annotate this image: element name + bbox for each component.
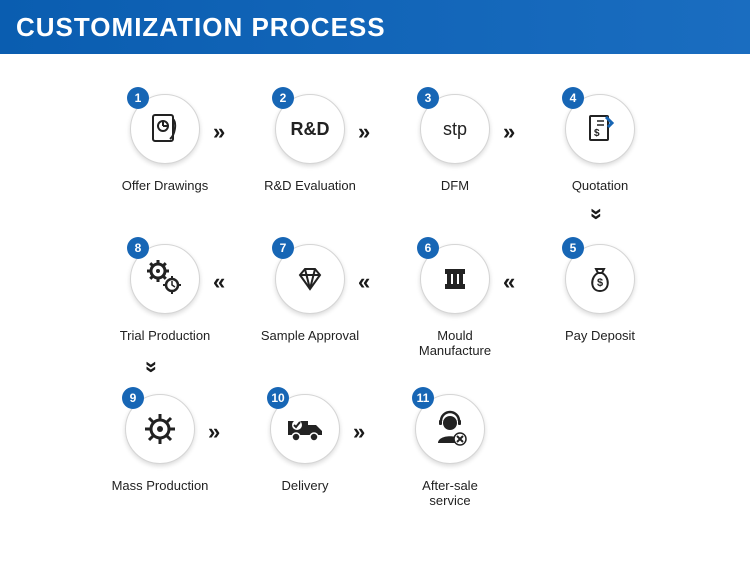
header-bar: CUSTOMIZATION PROCESS [0,0,750,54]
step-circle: 8 [130,244,200,314]
mould-icon [437,261,473,297]
step-circle: 5 $ [565,244,635,314]
step-trial-production: 8 Trial Production [115,244,215,343]
svg-text:$: $ [597,277,603,289]
step-badge: 11 [412,387,434,409]
step-label: After-sale service [400,478,500,508]
step-badge: 2 [272,87,294,109]
step-badge: 5 [562,237,584,259]
step-label: Trial Production [115,328,215,343]
step-badge: 10 [267,387,289,409]
stp-icon: stp [443,119,467,140]
step-mould-manufacture: 6 Mould Manufacture [405,244,505,358]
page-title: CUSTOMIZATION PROCESS [16,12,386,43]
step-circle: 3 stp [420,94,490,164]
arrow-right-icon: » [353,419,361,445]
step-pay-deposit: 5 $ Pay Deposit [550,244,650,343]
step-label: Sample Approval [260,328,360,343]
arrow-left-icon: « [503,269,511,295]
step-sample-approval: 7 Sample Approval [260,244,360,343]
step-offer-drawings: 1 Offer Drawings [115,94,215,193]
step-delivery: 10 Delivery [255,394,355,493]
step-circle: 2 R&D [275,94,345,164]
arrow-right-icon: » [213,119,221,145]
step-label: Mass Production [110,478,210,493]
step-badge: 3 [417,87,439,109]
truck-icon [284,411,326,447]
diamond-icon [292,261,328,297]
step-label: Pay Deposit [550,328,650,343]
arrow-right-icon: » [358,119,366,145]
step-badge: 7 [272,237,294,259]
step-after-sale: 11 After-sale service [400,394,500,508]
step-dfm: 3 stp DFM [405,94,505,193]
moneybag-icon: $ [582,261,618,297]
step-circle: 11 [415,394,485,464]
step-circle: 6 [420,244,490,314]
arrow-right-icon: » [208,419,216,445]
svg-text:$: $ [594,128,600,139]
step-label: DFM [405,178,505,193]
arrow-left-icon: « [358,269,366,295]
step-label: Offer Drawings [115,178,215,193]
step-mass-production: 9 Mass Production [110,394,210,493]
step-label: Quotation [550,178,650,193]
arrow-right-icon: » [503,119,511,145]
step-badge: 9 [122,387,144,409]
arrow-down-icon: » [139,361,165,369]
arrow-down-icon: » [584,208,610,216]
step-badge: 8 [127,237,149,259]
arrow-left-icon: « [213,269,221,295]
step-circle: 4 $ [565,94,635,164]
support-icon [430,409,470,449]
step-circle: 7 [275,244,345,314]
flow-canvas: 1 Offer Drawings 2 R&D R&D Evaluation 3 … [0,54,750,561]
step-badge: 6 [417,237,439,259]
step-quotation: 4 $ Quotation [550,94,650,193]
step-label: R&D Evaluation [260,178,360,193]
step-label: Delivery [255,478,355,493]
step-label: Mould Manufacture [405,328,505,358]
quote-icon: $ [582,111,618,147]
step-circle: 10 [270,394,340,464]
gear-icon [141,410,179,448]
gears-icon [145,259,185,299]
rd-icon: R&D [291,119,330,140]
drawing-icon [147,111,183,147]
step-badge: 4 [562,87,584,109]
step-circle: 1 [130,94,200,164]
step-rd-evaluation: 2 R&D R&D Evaluation [260,94,360,193]
step-circle: 9 [125,394,195,464]
step-badge: 1 [127,87,149,109]
